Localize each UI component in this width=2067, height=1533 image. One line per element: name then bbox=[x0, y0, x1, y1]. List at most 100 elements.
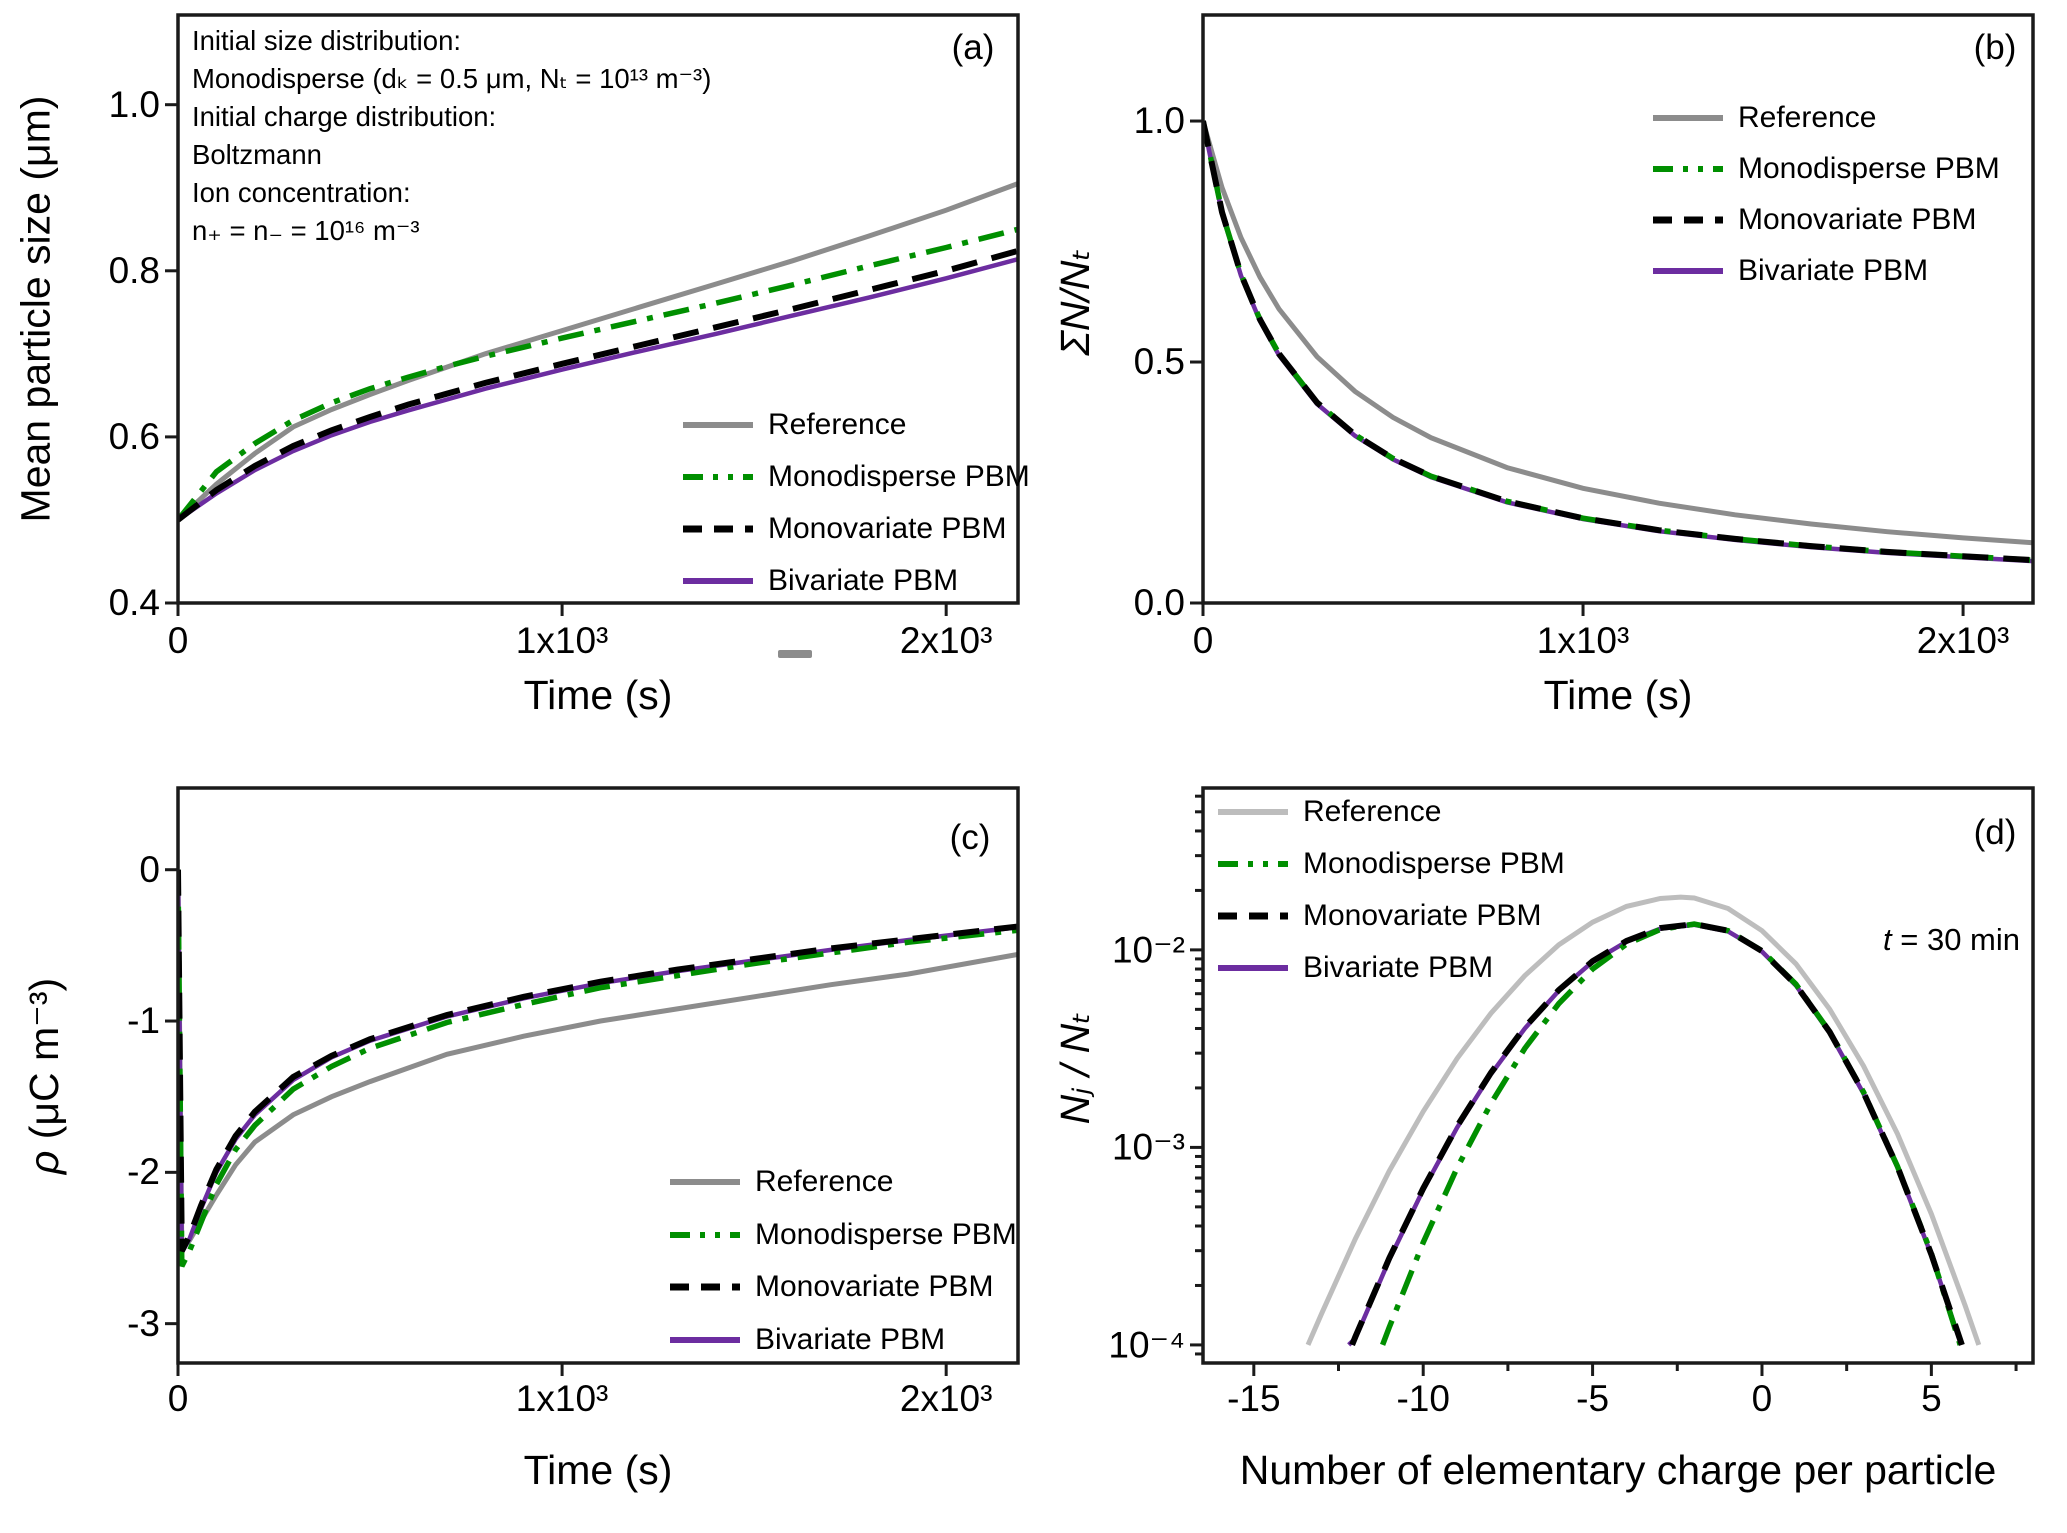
legend-item-label: Bivariate PBM bbox=[768, 564, 959, 597]
tick-label: 2x10³ bbox=[1916, 620, 2010, 661]
legend-panel-b: Reference Monodisperse PBM Monovariate PBM… bbox=[1653, 92, 2000, 296]
legend-item: Monovariate PBM bbox=[1218, 890, 1565, 942]
panel-c-y-axis-label-rho: ρ bbox=[21, 1150, 67, 1175]
legend-item: Reference bbox=[1218, 786, 1565, 838]
panel-border bbox=[1201, 786, 2035, 1365]
legend-item: Monovariate PBM bbox=[683, 503, 1030, 555]
panel-a-y-axis-label: Mean particle size (μm) bbox=[12, 95, 59, 523]
legend-swatch-line bbox=[670, 1283, 740, 1291]
panel-c-y-axis-label-units: (μC m⁻³) bbox=[21, 977, 67, 1151]
legend-panel-c: Reference Monodisperse PBM Monovariate PBM… bbox=[670, 1156, 1017, 1366]
panel-d-plot bbox=[1190, 786, 2035, 1376]
legend-swatch-line bbox=[1653, 165, 1723, 172]
tick-label: 0.5 bbox=[1133, 341, 1185, 383]
panel-b-plot bbox=[1190, 13, 2035, 616]
tick-label: 0 bbox=[1192, 620, 1214, 661]
panel-c-letter: (c) bbox=[949, 818, 991, 857]
tick-label: -15 bbox=[1227, 1378, 1281, 1419]
legend-swatch-line bbox=[683, 474, 753, 480]
legend-panel-a: Reference Monodisperse PBM Monovariate PBM… bbox=[683, 399, 1030, 607]
curves bbox=[1305, 894, 1982, 1347]
panel-b-x-axis-label: Time (s) bbox=[1543, 672, 1693, 718]
legend-swatch-line bbox=[1653, 216, 1723, 223]
annotation-line: Ion concentration: bbox=[192, 177, 411, 208]
series-reference bbox=[1203, 120, 2033, 546]
panel-border bbox=[176, 13, 1020, 605]
legend-item-label: Monodisperse PBM bbox=[1303, 847, 1565, 880]
annotation-line: Initial size distribution: bbox=[192, 25, 462, 56]
axis-ticks bbox=[165, 103, 948, 616]
legend-item-label: Monodisperse PBM bbox=[755, 1217, 1017, 1251]
panel-b-letter: (b) bbox=[1973, 28, 2017, 67]
legend-item-label: Bivariate PBM bbox=[1303, 951, 1494, 984]
tick-label: 1x10³ bbox=[515, 1378, 609, 1419]
panel-border bbox=[176, 786, 1020, 1365]
panel-c-x-axis-label: Time (s) bbox=[523, 1447, 673, 1493]
tick-label: 0.8 bbox=[108, 249, 160, 291]
tick-label: 1x10³ bbox=[515, 620, 609, 661]
legend-swatch-line bbox=[683, 578, 753, 584]
panel-d-time-annotation: t = 30 min bbox=[1883, 922, 2020, 958]
tick-label: 10⁻⁴ bbox=[1108, 1324, 1185, 1366]
series-reference bbox=[1305, 894, 1982, 1346]
stray-gray-dash bbox=[778, 650, 812, 658]
legend-swatch-line bbox=[1218, 965, 1288, 971]
legend-item-label: Reference bbox=[768, 408, 907, 441]
legend-swatch-line bbox=[670, 1179, 740, 1186]
series-monodisperse-pbm bbox=[178, 869, 1018, 1268]
panel-b-y-axis-label: ΣN/Nₜ bbox=[1052, 248, 1098, 356]
legend-swatch-line bbox=[1218, 809, 1288, 815]
panel-a-x-axis-label: Time (s) bbox=[523, 672, 673, 718]
legend-item: Monodisperse PBM bbox=[1653, 143, 2000, 194]
legend-item-label: Monodisperse PBM bbox=[768, 460, 1030, 493]
panel-d-letter: (d) bbox=[1973, 813, 2017, 852]
tick-label: 10⁻² bbox=[1111, 929, 1185, 971]
panel-d-time-annotation-var: t bbox=[1883, 922, 1892, 957]
panel-c-y-axis-label: ρ (μC m⁻³) bbox=[20, 978, 68, 1174]
legend-item: Monodisperse PBM bbox=[670, 1209, 1017, 1262]
legend-item-label: Reference bbox=[1303, 795, 1442, 828]
series-monovariate-pbm bbox=[1349, 921, 1965, 1347]
tick-label: -10 bbox=[1396, 1378, 1450, 1419]
series-monodisperse-pbm bbox=[178, 226, 1018, 522]
legend-item: Bivariate PBM bbox=[1653, 245, 2000, 296]
panel-d-x-axis-label: Number of elementary charge per particle bbox=[1239, 1447, 1997, 1493]
tick-label: -3 bbox=[127, 1302, 160, 1344]
panel-d-time-annotation-rest: = 30 min bbox=[1891, 922, 2020, 957]
annotation-line: n₊ = n₋ = 10¹⁶ m⁻³ bbox=[192, 215, 420, 246]
legend-item: Reference bbox=[1653, 92, 2000, 143]
tick-label: 5 bbox=[1921, 1378, 1942, 1419]
legend-item: Bivariate PBM bbox=[670, 1314, 1017, 1367]
axis-ticks bbox=[1190, 119, 1965, 616]
curves bbox=[1203, 120, 2033, 564]
legend-item: Bivariate PBM bbox=[683, 555, 1030, 607]
legend-item-label: Bivariate PBM bbox=[755, 1322, 946, 1356]
tick-label: 0.6 bbox=[108, 415, 160, 457]
legend-item-label: Bivariate PBM bbox=[1738, 253, 1929, 287]
legend-item: Monovariate PBM bbox=[1653, 194, 2000, 245]
axis-ticks bbox=[165, 868, 948, 1376]
series-bivariate-pbm bbox=[178, 257, 1018, 522]
tick-label: -5 bbox=[1576, 1378, 1610, 1419]
legend-item-label: Reference bbox=[1738, 100, 1877, 134]
series-monodisperse-pbm bbox=[1380, 921, 1963, 1346]
tick-label: 10⁻³ bbox=[1111, 1126, 1185, 1168]
tick-label: 1.0 bbox=[108, 83, 160, 125]
legend-swatch-line bbox=[1218, 861, 1288, 867]
series-monovariate-pbm bbox=[178, 869, 1018, 1253]
tick-label: -2 bbox=[127, 1151, 160, 1193]
tick-label: 0 bbox=[1751, 1378, 1773, 1419]
legend-swatch-line bbox=[1653, 114, 1723, 121]
legend-item: Reference bbox=[670, 1156, 1017, 1209]
annotation-line: Initial charge distribution: bbox=[192, 101, 497, 132]
legend-panel-d: Reference Monodisperse PBM Monovariate PBM… bbox=[1218, 786, 1565, 994]
annotation-line: Boltzmann bbox=[192, 139, 322, 170]
legend-swatch-line bbox=[670, 1336, 740, 1343]
annotation-line: Monodisperse (dₖ = 0.5 μm, Nₜ = 10¹³ m⁻³… bbox=[192, 63, 712, 94]
legend-swatch-line bbox=[1218, 912, 1288, 920]
panel-a-plot bbox=[165, 13, 1020, 616]
curves bbox=[178, 869, 1018, 1268]
legend-item-label: Monodisperse PBM bbox=[1738, 151, 2000, 185]
